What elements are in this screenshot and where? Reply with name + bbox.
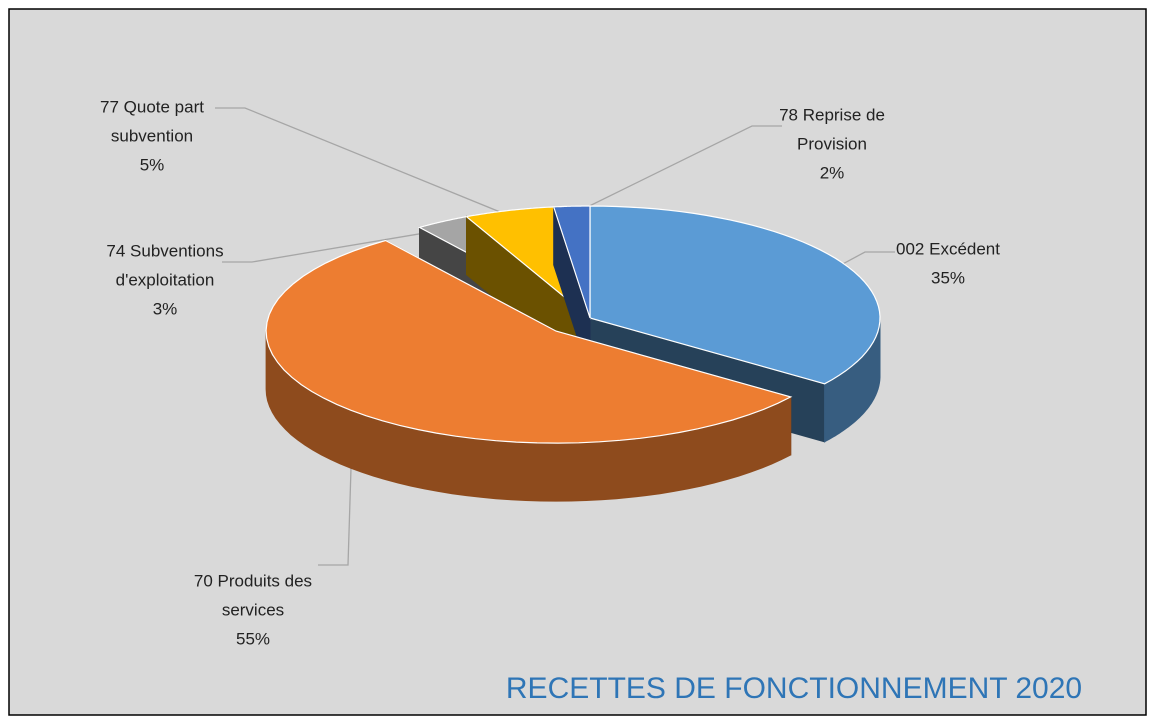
category-label: 78 Reprise de: [779, 105, 885, 124]
value-label: 3%: [153, 299, 178, 318]
value-label: 35%: [931, 268, 965, 287]
category-label: d'exploitation: [116, 270, 215, 289]
category-label: 70 Produits des: [194, 571, 312, 590]
labels: 002 Excédent 35% 70 Produits des services 55…: [100, 97, 1000, 648]
category-label: Provision: [797, 134, 867, 153]
value-label: 55%: [236, 629, 270, 648]
pie: [265, 205, 881, 502]
leader-line: [318, 468, 352, 566]
leader-line: [215, 107, 516, 219]
value-label: 2%: [820, 163, 845, 182]
leader-line: [222, 227, 453, 263]
category-label: services: [222, 600, 284, 619]
chart-title: RECETTES DE FONCTIONNEMENT 2020: [506, 672, 1082, 705]
value-label: 5%: [140, 155, 165, 174]
category-label: 002 Excédent: [896, 239, 1000, 258]
slice: [589, 205, 881, 385]
slice: [552, 205, 591, 319]
category-label: subvention: [111, 126, 193, 145]
category-label: 74 Subventions: [106, 241, 223, 260]
slice: [265, 239, 793, 444]
leader-line: [572, 125, 782, 215]
category-label: 77 Quote part: [100, 97, 204, 116]
